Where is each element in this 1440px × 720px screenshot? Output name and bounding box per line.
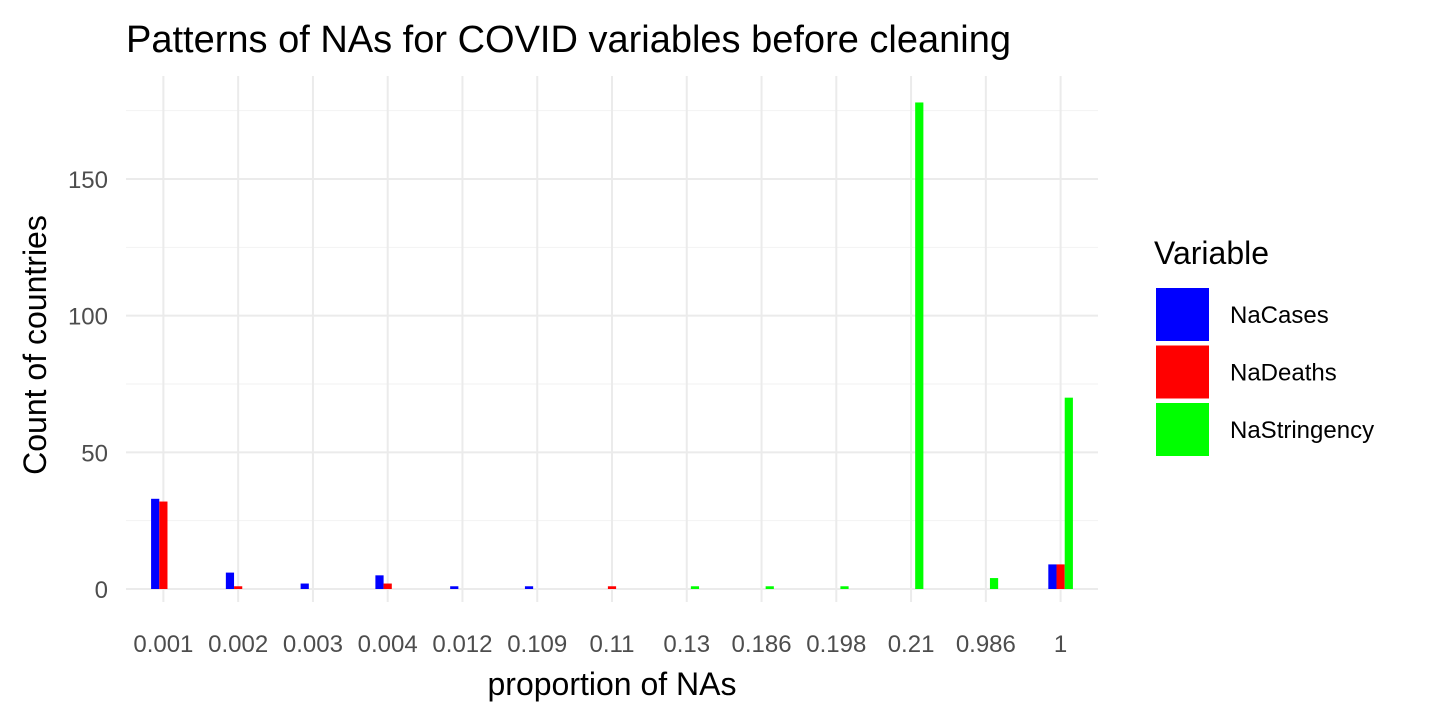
bar-NaCases-1: [1048, 564, 1057, 589]
bar-NaCases-0.001: [151, 498, 160, 589]
y-tick-label: 0: [95, 577, 108, 604]
legend: Variable NaCases NaDeaths NaStringency: [1154, 235, 1374, 456]
bar-NaCases-0.109: [524, 586, 534, 589]
x-tick-label: 1: [1054, 631, 1067, 658]
legend-key-NaCases: [1156, 288, 1209, 341]
x-tick-label: 0.11: [590, 631, 635, 658]
bar-NaStringency-0.186: [765, 586, 774, 589]
y-tick-labels: 0 50 100 150: [68, 167, 108, 604]
bar-NaStringency-0.13: [690, 586, 700, 589]
bar-NaDeaths-0.002: [234, 586, 243, 589]
y-tick-label: 150: [68, 167, 108, 194]
x-tick-label: 0.21: [888, 631, 935, 658]
x-tick-label: 0.186: [732, 631, 792, 658]
legend-label-NaDeaths: NaDeaths: [1230, 360, 1337, 387]
x-axis-title: proportion of NAs: [487, 666, 736, 702]
bar-NaCases-0.003: [300, 583, 309, 589]
x-tick-label: 0.198: [806, 631, 866, 658]
x-tick-label: 0.003: [283, 631, 343, 658]
chart-title: Patterns of NAs for COVID variables befo…: [126, 19, 1011, 61]
legend-label-NaCases: NaCases: [1230, 302, 1329, 329]
bar-NaDeaths-1: [1056, 564, 1065, 589]
grid: [126, 76, 1098, 602]
x-tick-label: 0.13: [663, 631, 710, 658]
x-tick-label: 0.004: [358, 631, 418, 658]
bar-NaDeaths-0.004: [383, 583, 392, 589]
bar-NaStringency-0.21: [915, 102, 924, 590]
bar-NaDeaths-0.11: [607, 586, 617, 589]
legend-label-NaStringency: NaStringency: [1230, 417, 1374, 444]
legend-key-NaDeaths: [1156, 345, 1209, 399]
x-tick-labels: 0.001 0.002 0.003 0.004 0.012 0.109 0.11 0.13 0.…: [133, 631, 1067, 658]
y-tick-label: 50: [81, 440, 108, 467]
legend-key-NaStringency: [1156, 403, 1209, 456]
x-tick-label: 0.012: [432, 631, 492, 658]
x-tick-label: 0.002: [208, 631, 268, 658]
x-tick-label: 0.986: [956, 631, 1016, 658]
bar-NaCases-0.002: [225, 572, 235, 589]
x-tick-label: 0.001: [133, 631, 193, 658]
bar-NaCases-0.012: [450, 586, 459, 589]
bar-NaStringency-1: [1064, 397, 1073, 589]
bar-NaCases-0.004: [375, 575, 384, 589]
x-tick-label: 0.109: [507, 631, 567, 658]
bars: [151, 102, 1073, 590]
y-tick-label: 100: [68, 304, 108, 331]
bar-NaStringency-0.198: [840, 586, 849, 589]
bar-NaStringency-0.986: [989, 578, 999, 589]
y-axis-title: Count of countries: [17, 215, 53, 475]
legend-title: Variable: [1154, 235, 1269, 271]
bar-NaDeaths-0.001: [159, 501, 168, 589]
